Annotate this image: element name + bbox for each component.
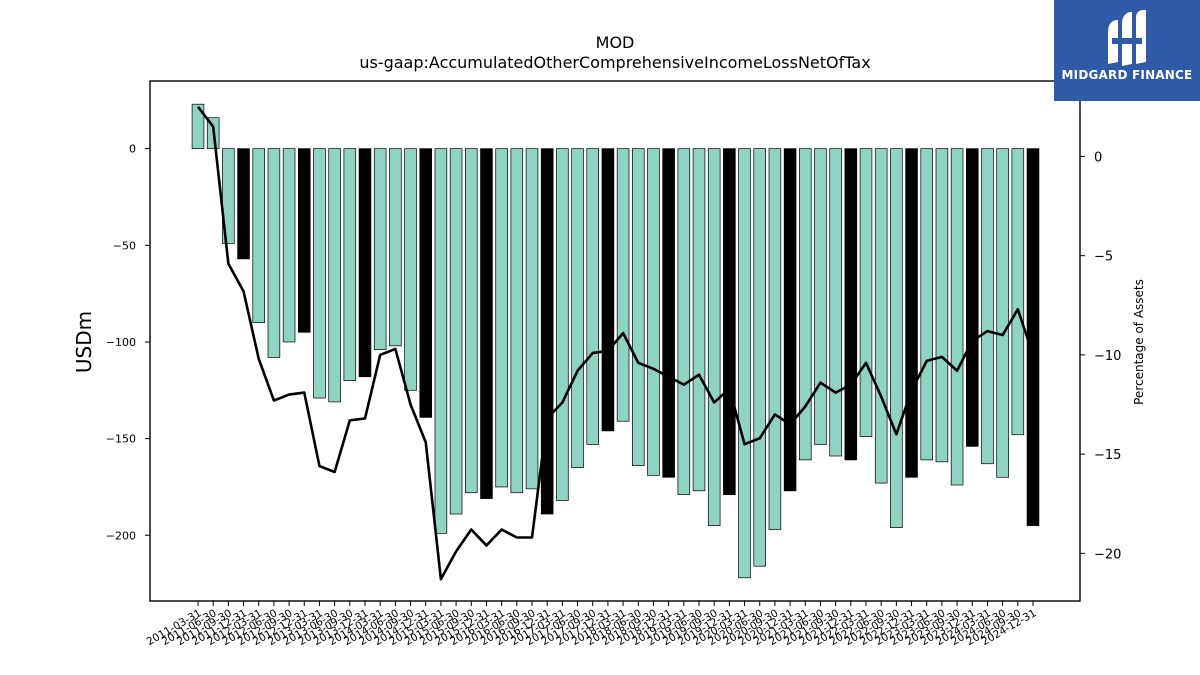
bar-2024-03-31 [981, 148, 994, 465]
bar-2015-12-31 [480, 148, 493, 499]
bar-2018-12-31 [662, 148, 675, 478]
bar-2012-12-31 [298, 148, 311, 333]
bar-2011-12-31 [237, 148, 250, 260]
bar-2017-09-30 [586, 148, 599, 445]
bar-2017-12-31 [601, 148, 615, 432]
bar-2019-12-31 [723, 148, 736, 496]
bar-2017-03-31 [556, 148, 569, 501]
bar-2012-03-31 [252, 148, 265, 323]
y-right-tick-label: −20 [1094, 547, 1121, 562]
chart-title: MOD [596, 33, 635, 52]
bar-2013-12-31 [358, 148, 372, 378]
y-tick-label: 0 [129, 143, 136, 156]
bar-2016-12-31 [540, 148, 554, 515]
chart-subtitle: us-gaap:AccumulatedOtherComprehensiveInc… [359, 53, 870, 72]
bar-2023-06-30 [935, 148, 949, 463]
bar-2020-06-30 [753, 148, 766, 567]
bar-2019-09-30 [707, 148, 721, 526]
bar-2013-09-30 [343, 148, 357, 381]
bar-2024-06-30 [996, 148, 1009, 478]
percentage-line [196, 106, 1035, 581]
bar-2020-09-30 [768, 148, 782, 530]
y-tick-label: −150 [106, 433, 136, 446]
bar-2012-06-30 [267, 148, 281, 358]
bar-2023-12-31 [965, 148, 979, 447]
bar-2014-06-30 [389, 148, 402, 347]
bar-2020-03-31 [738, 148, 751, 579]
bar-2015-03-31 [434, 148, 448, 534]
bar-2019-06-30 [692, 148, 706, 492]
bar-2021-03-31 [798, 148, 812, 461]
bar-2024-09-30 [1011, 148, 1025, 436]
bar-2022-06-30 [874, 148, 888, 484]
y-axis-right: 0 −5 −10 −15 −20 [1080, 150, 1121, 562]
bar-2014-12-31 [419, 148, 432, 418]
y-axis-label: USDm [72, 311, 96, 373]
bar-2013-03-31 [313, 148, 326, 399]
bar-2016-06-30 [510, 148, 524, 494]
bar-2023-09-30 [950, 148, 964, 486]
bar-2023-03-31 [920, 148, 933, 461]
plot-frame [149, 80, 1081, 602]
y-tick-label: −100 [106, 336, 136, 349]
bar-2015-09-30 [465, 148, 478, 494]
bar-2011-09-30 [222, 148, 235, 244]
bar-2018-03-31 [616, 148, 630, 422]
bar-2016-03-31 [495, 148, 508, 488]
bar-2024-12-31 [1026, 148, 1040, 526]
y-axis-right-label: Percentage of Assets [1132, 279, 1146, 405]
x-axis: 2011-03-312011-06-302011-09-302011-12-31… [145, 601, 1039, 648]
bar-2012-09-30 [282, 148, 296, 343]
y-right-tick-label: −5 [1094, 250, 1113, 265]
bar-2021-12-31 [844, 148, 858, 461]
y-axis-left: 0 −50 −100 −150 −200 [106, 143, 150, 542]
bar-series [191, 103, 1040, 579]
line-series [196, 106, 1035, 581]
bar-2022-09-30 [890, 148, 903, 528]
y-right-tick-label: −15 [1094, 448, 1121, 463]
bar-2021-06-30 [814, 148, 827, 445]
bar-2018-06-30 [631, 148, 645, 467]
y-tick-label: −200 [106, 529, 136, 542]
logo-text: MIDGARD FINANCE [1061, 68, 1193, 82]
y-right-tick-label: 0 [1094, 150, 1102, 165]
bar-2011-03-31 [191, 103, 205, 150]
bar-2019-03-31 [677, 148, 691, 496]
bar-2016-09-30 [525, 148, 539, 490]
bar-2014-03-31 [373, 148, 387, 351]
y-right-tick-label: −10 [1094, 349, 1121, 364]
bar-2022-12-31 [905, 148, 918, 478]
bar-2015-06-30 [449, 148, 463, 515]
bar-2013-06-30 [328, 148, 341, 403]
bar-2017-06-30 [571, 148, 584, 468]
midgard-logo-icon [1108, 10, 1146, 66]
bar-2014-09-30 [404, 148, 417, 391]
bar-2018-09-30 [647, 148, 660, 476]
bar-2021-09-30 [829, 148, 842, 457]
bar-2020-12-31 [783, 148, 797, 492]
y-tick-label: −50 [113, 239, 136, 252]
logo: MIDGARD FINANCE [1054, 0, 1200, 101]
bar-2022-03-31 [859, 148, 873, 438]
